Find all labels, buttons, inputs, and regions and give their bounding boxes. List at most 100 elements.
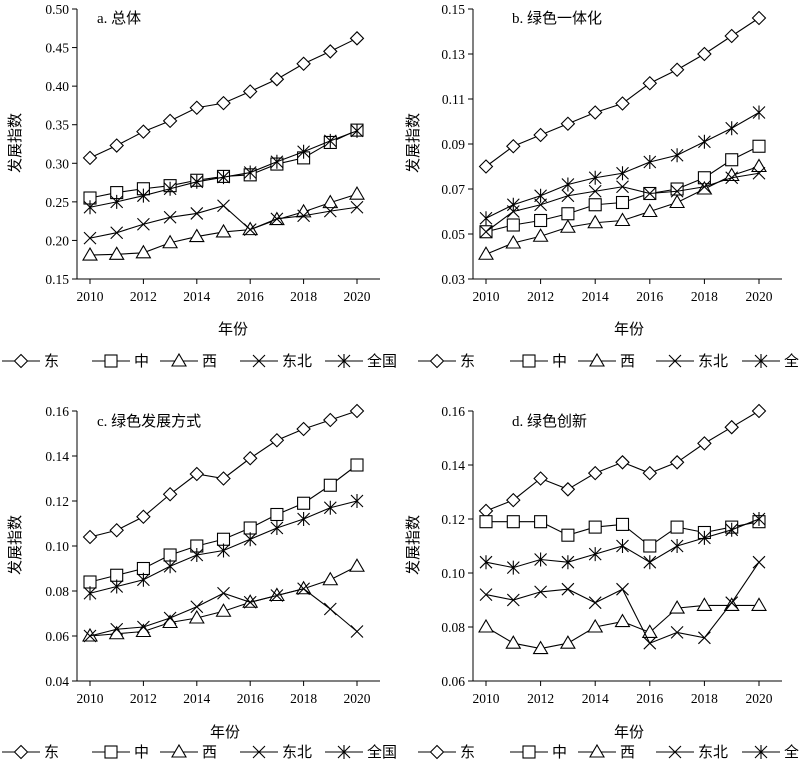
panel-d-data-point-square bbox=[615, 517, 630, 531]
panel-d-data-point-star bbox=[670, 539, 684, 553]
panel-d-series-0 bbox=[478, 403, 767, 519]
legend-item-x: 东北 bbox=[656, 353, 728, 370]
panel-c-data-point-square bbox=[136, 561, 150, 576]
panel-a-data-point-x bbox=[297, 209, 310, 223]
panel-a-series-0 bbox=[82, 31, 365, 166]
panel-b-data-point-square bbox=[506, 218, 520, 232]
panel-d-data-point-diamond bbox=[615, 455, 630, 470]
legend-label: 中 bbox=[134, 353, 149, 370]
panel-c-xtick-label: 2018 bbox=[290, 691, 317, 706]
panel-c-data-point-x bbox=[243, 595, 257, 609]
panel-b-data-point-star bbox=[506, 197, 520, 212]
panel-a-ytick-label: 0.50 bbox=[45, 2, 69, 17]
panel-b-data-point-x bbox=[670, 184, 684, 198]
legend-label: 中 bbox=[552, 744, 567, 761]
legend-marker-star bbox=[337, 354, 351, 368]
panel-b-series-4 bbox=[479, 105, 766, 226]
legend-label: 全国 bbox=[784, 743, 800, 761]
panel-c-data-point-x bbox=[190, 600, 204, 614]
panel-a-data-point-triangle bbox=[162, 234, 179, 249]
panel-b-data-point-triangle bbox=[723, 167, 740, 182]
panel-d-data-point-square bbox=[534, 515, 548, 529]
panel-c-series-4 bbox=[83, 494, 364, 601]
panel-d-data-point-square bbox=[561, 528, 575, 542]
panel-b-data-point-triangle bbox=[532, 228, 549, 242]
panel-a-series-line bbox=[89, 129, 358, 199]
panel-b-data-point-diamond bbox=[560, 116, 576, 132]
panel-c-data-point-square bbox=[350, 458, 364, 472]
panel-b-data-point-diamond bbox=[506, 138, 521, 154]
panel-c-data-point-diamond bbox=[216, 471, 231, 486]
panel-a-xtick-label: 2010 bbox=[77, 289, 104, 304]
panel-a-data-point-x bbox=[270, 212, 284, 226]
panel-d-ytick-label: 0.08 bbox=[441, 620, 465, 635]
legend-label: 西 bbox=[202, 354, 217, 370]
panel-d-data-point-star bbox=[588, 547, 602, 562]
legend-label: 东北 bbox=[698, 353, 728, 370]
panel-a-data-point-star bbox=[190, 174, 204, 189]
panel-b-data-point-star bbox=[670, 148, 684, 163]
panel-a-data-point-x bbox=[83, 231, 97, 245]
panel-d-xtick-label: 2016 bbox=[636, 691, 663, 706]
legend-item-star: 全国 bbox=[742, 352, 800, 370]
panel-a-data-point-star bbox=[243, 165, 257, 180]
panel-d-data-point-star bbox=[725, 522, 739, 537]
panel-a-data-point-x bbox=[137, 217, 150, 231]
panel-a-data-point-star bbox=[137, 188, 150, 203]
panel-b-data-point-x bbox=[534, 198, 547, 212]
panel-d-data-point-triangle bbox=[751, 597, 767, 611]
panel-a-ylabel: 发展指数 bbox=[7, 113, 24, 173]
panel-a-ytick-label: 0.25 bbox=[45, 195, 69, 210]
panel-a-data-point-star bbox=[163, 181, 177, 196]
panel-a-xtick-label: 2014 bbox=[183, 289, 210, 304]
panel-c-xtick-label: 2012 bbox=[130, 691, 157, 706]
panel-c-title: c. 绿色发展方式 bbox=[97, 413, 201, 430]
panel-b-data-point-square bbox=[534, 213, 548, 228]
legend-item-diamond: 东 bbox=[418, 744, 475, 761]
panel-d: 0.06 0.08 0.10 0.12 0.14 0.16 2010 2012 2014 2016… bbox=[405, 403, 782, 741]
panel-c-data-point-star bbox=[110, 579, 124, 594]
legend-label: 东北 bbox=[698, 744, 728, 761]
panel-a-data-point-star bbox=[110, 194, 124, 209]
panel-b-data-point-x bbox=[561, 189, 575, 203]
panel-c-data-point-star bbox=[297, 512, 310, 526]
panel-c-data-point-x bbox=[217, 586, 230, 600]
panel-d-ytick-label: 0.12 bbox=[441, 512, 465, 527]
panel-c-data-point-diamond bbox=[82, 529, 98, 545]
panel-d-data-point-star bbox=[643, 555, 657, 570]
panel-b-ytick-label: 0.15 bbox=[441, 2, 465, 17]
legend-item-x: 东北 bbox=[240, 744, 312, 761]
panel-d-data-point-star bbox=[752, 512, 766, 526]
legend-item-square: 中 bbox=[92, 353, 149, 370]
panel-d-data-point-diamond bbox=[560, 482, 576, 497]
panel-a-data-point-star bbox=[270, 154, 284, 169]
panel-c-xlabel: 年份 bbox=[210, 724, 240, 741]
panel-b-data-point-diamond bbox=[751, 10, 767, 26]
panel-c-data-point-star bbox=[217, 543, 230, 558]
panel-c-data-point-x bbox=[323, 602, 337, 616]
panel-d-xtick-label: 2014 bbox=[582, 691, 609, 706]
legend-marker-x bbox=[668, 745, 682, 759]
panel-d-data-point-triangle bbox=[559, 635, 576, 649]
panel-c-data-point-triangle bbox=[322, 571, 339, 586]
panel-a-data-point-diamond bbox=[136, 124, 151, 139]
panel-b-data-point-triangle bbox=[751, 158, 767, 173]
panel-a-series-3 bbox=[83, 199, 364, 245]
panel-b-ytick-label: 0.13 bbox=[441, 47, 465, 62]
panel-b-data-point-star bbox=[698, 134, 711, 149]
panel-d-data-point-diamond bbox=[533, 471, 548, 486]
panel-c-data-point-square bbox=[163, 548, 177, 562]
panel-a-data-point-triangle bbox=[322, 194, 339, 209]
panel-c-ytick-label: 0.08 bbox=[45, 584, 69, 599]
legend-item-square: 中 bbox=[92, 744, 149, 761]
legend-marker-diamond bbox=[13, 353, 29, 369]
panel-c-data-point-x bbox=[110, 622, 124, 636]
panel-d-data-point-triangle bbox=[478, 618, 494, 633]
panel-b-data-point-star bbox=[561, 177, 575, 192]
panel-a-ytick-label: 0.40 bbox=[45, 79, 69, 94]
panel-b-data-point-star bbox=[588, 170, 602, 185]
legend-top: 东 中 西 东北 全国 东 中 西 东北 全国 bbox=[2, 352, 800, 370]
panel-d-data-point-x bbox=[698, 631, 711, 645]
panel-b-data-point-triangle bbox=[559, 219, 576, 233]
legend-item-triangle: 西 bbox=[578, 352, 635, 370]
